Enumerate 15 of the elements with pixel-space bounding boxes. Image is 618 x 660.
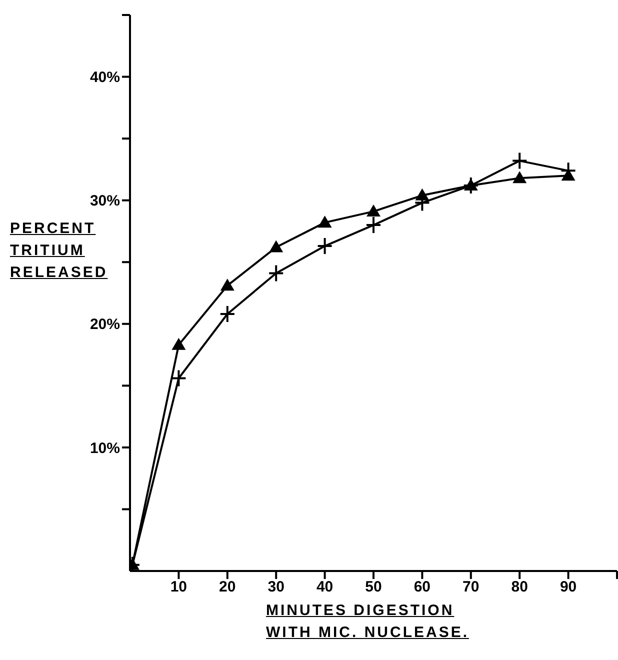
y-tick-label: 10%	[90, 440, 120, 457]
x-tick-label: 40	[316, 578, 334, 596]
x-tick-label: 10	[170, 578, 188, 596]
x-axis-title: MINUTES DIGESTION WITH MIC. NUCLEASE.	[266, 601, 469, 643]
y-tick-label: 30%	[90, 192, 120, 210]
x-tick-label: 70	[462, 578, 480, 596]
y-tick-label: 20%	[90, 316, 120, 334]
x-tick-label: 80	[511, 578, 528, 596]
x-tick-label: 30	[268, 578, 284, 596]
x-tick-label: 60	[414, 578, 431, 596]
x-tick-label: 90	[560, 578, 577, 596]
x-tick-label: 20	[219, 578, 236, 596]
y-axis-title: PERCENT TRITIUM RELEASED	[10, 219, 108, 283]
y-tick-label: 40%	[90, 69, 120, 86]
x-tick-label: 50	[365, 578, 382, 596]
